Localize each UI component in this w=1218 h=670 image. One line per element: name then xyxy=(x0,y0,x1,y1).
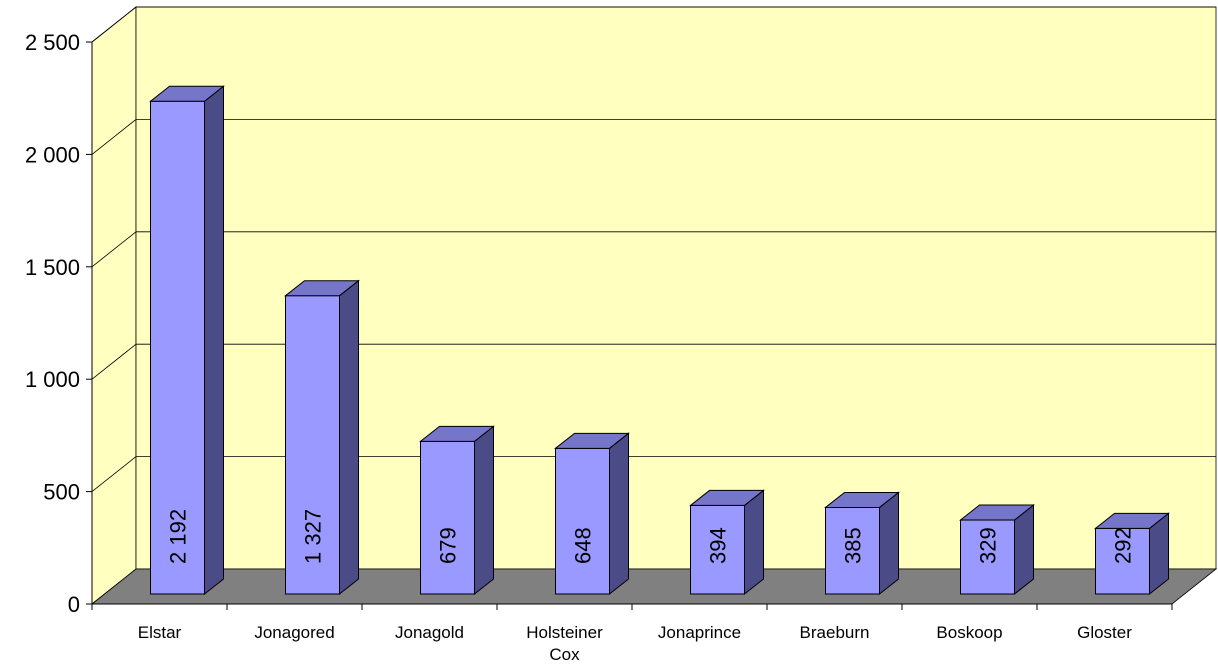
bar xyxy=(1094,512,1170,596)
x-tick-label: Boskoop xyxy=(936,623,1002,642)
y-tick-label: 2 000 xyxy=(25,142,80,167)
bar xyxy=(284,279,360,596)
bar-top xyxy=(689,489,765,506)
x-tick-label-line: Cox xyxy=(549,645,580,664)
y-tick-label: 2 500 xyxy=(25,30,80,55)
x-tick-label-line: Boskoop xyxy=(936,623,1002,642)
x-tick-label: Jonagold xyxy=(395,623,464,642)
bar-side xyxy=(204,85,224,596)
chart-wall xyxy=(91,6,1217,605)
y-tick-label: 1 500 xyxy=(25,255,80,280)
side-wall xyxy=(91,6,137,605)
x-tick-label: Braeburn xyxy=(800,623,870,642)
data-label: 1 327 xyxy=(301,509,326,564)
x-tick-label-line: Holsteiner xyxy=(526,623,603,642)
bar xyxy=(824,491,900,596)
data-label: 394 xyxy=(706,527,731,564)
bar-top xyxy=(284,280,360,297)
x-tick-label-line: Braeburn xyxy=(800,623,870,642)
bar-top xyxy=(554,432,630,449)
bar-top xyxy=(419,425,495,442)
bar xyxy=(689,489,765,596)
gridline-diagonal xyxy=(91,6,137,43)
data-label: 648 xyxy=(571,527,596,564)
bar xyxy=(959,504,1035,596)
chart-floor xyxy=(90,568,1218,605)
x-tick-label: Elstar xyxy=(138,623,182,642)
bar-side xyxy=(339,279,359,596)
bar xyxy=(554,432,630,596)
x-tick-label-line: Jonagored xyxy=(254,623,334,642)
x-tick-label-line: Jonaprince xyxy=(658,623,741,642)
bar-front xyxy=(960,519,1015,595)
gridline-diagonal xyxy=(91,119,137,155)
bar-front xyxy=(150,100,205,595)
x-tick-label: Holsteiner Cox xyxy=(526,623,603,664)
bar-top xyxy=(824,491,900,508)
bar xyxy=(419,425,495,596)
x-tick-label: Gloster xyxy=(1077,623,1132,642)
data-label: 329 xyxy=(976,527,1001,564)
chart-floor-plane xyxy=(90,568,1218,605)
bar-front xyxy=(690,504,745,595)
bar-front xyxy=(555,447,610,595)
x-tick-label: Jonagored xyxy=(254,623,334,642)
data-label: 292 xyxy=(1111,527,1136,564)
gridline-diagonal xyxy=(91,343,137,380)
bar-side xyxy=(609,432,629,596)
y-tick-label: 1 000 xyxy=(25,367,80,392)
labels: 0 500 1 000 1 500 2 000 2 500 2 192 Elstar 1 327… xyxy=(25,30,1136,664)
data-label: 2 192 xyxy=(166,509,191,564)
bar-front xyxy=(420,440,475,595)
gridline-diagonal xyxy=(91,231,137,268)
gridline-diagonal xyxy=(91,456,137,492)
x-tick-label-line: Elstar xyxy=(138,623,182,642)
x-tick-label-line: Gloster xyxy=(1077,623,1132,642)
axes xyxy=(86,41,1173,610)
data-label: 385 xyxy=(841,527,866,564)
bar-side xyxy=(474,425,494,596)
bar-top xyxy=(149,85,225,102)
x-tick-label: Jonaprince xyxy=(658,623,741,642)
bar-side xyxy=(744,489,764,596)
x-tick-label-line: Jonagold xyxy=(395,623,464,642)
data-label: 679 xyxy=(436,527,461,564)
bar-top xyxy=(959,504,1035,521)
bar-top xyxy=(1094,512,1170,529)
y-tick-label: 0 xyxy=(68,592,80,617)
bars xyxy=(149,85,1170,596)
bar xyxy=(149,85,225,596)
bar-side xyxy=(879,491,899,596)
y-tick-label: 500 xyxy=(43,480,80,505)
